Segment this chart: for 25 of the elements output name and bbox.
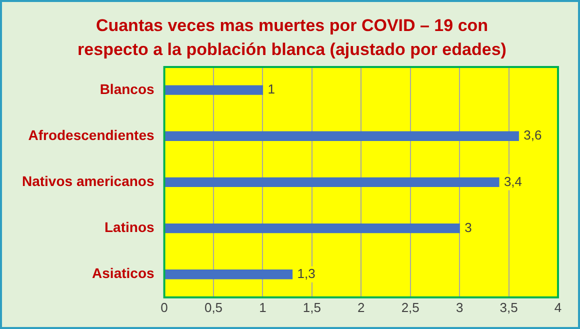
chart-title: Cuantas veces mas muertes por COVID – 19 con respecto a la población blanca (ajustado por edades): [76, 15, 508, 61]
y-tick-label: Afrodescendientes: [28, 126, 154, 143]
x-tick-label: 2: [358, 300, 365, 315]
data-label: 3: [464, 220, 472, 235]
x-tick-label: 3: [456, 300, 464, 315]
x-tick-label: 1,5: [302, 300, 321, 315]
bar: [164, 131, 519, 141]
bar: [164, 85, 264, 95]
bar: [164, 223, 460, 234]
x-tick-label: 0: [160, 300, 168, 315]
data-label: 3,4: [504, 174, 522, 189]
data-label: 1: [268, 82, 275, 97]
y-tick-label: Blancos: [100, 80, 154, 97]
y-tick-label: Latinos: [104, 219, 154, 236]
bar: [164, 177, 500, 188]
x-tick-label: 4: [554, 300, 562, 315]
data-label: 1,3: [297, 266, 316, 281]
x-tick-label: 0,5: [204, 300, 223, 315]
y-tick-label: Asiaticos: [92, 265, 154, 282]
data-label: 3,6: [524, 128, 542, 143]
x-tick-label: 3,5: [500, 300, 518, 315]
bar: [164, 270, 293, 280]
y-tick-label: Nativos americanos: [22, 173, 154, 190]
x-tick-label: 1: [259, 300, 266, 315]
x-tick-label: 2,5: [401, 300, 420, 315]
